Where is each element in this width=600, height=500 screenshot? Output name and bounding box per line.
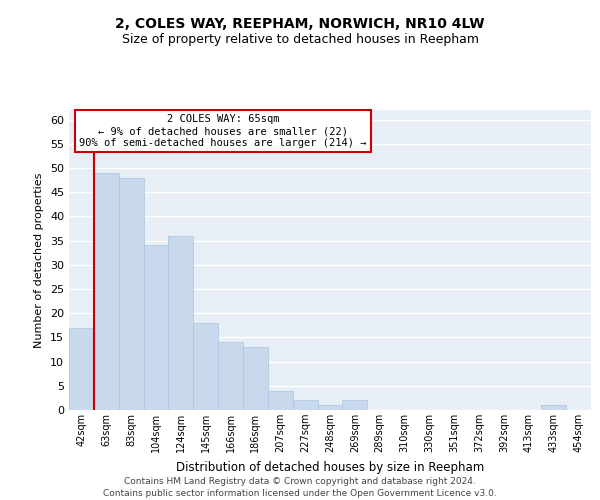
Bar [119,178,143,410]
Bar [94,173,119,410]
Bar [69,328,94,410]
Text: 2 COLES WAY: 65sqm
← 9% of detached houses are smaller (22)
90% of semi-detached: 2 COLES WAY: 65sqm ← 9% of detached hous… [79,114,367,148]
Bar [541,405,566,410]
Bar [317,405,343,410]
Bar [143,246,169,410]
Text: Size of property relative to detached houses in Reepham: Size of property relative to detached ho… [121,32,479,46]
Bar [193,323,218,410]
Bar [243,347,268,410]
Bar [218,342,243,410]
Bar [268,390,293,410]
Bar [169,236,193,410]
Text: 2, COLES WAY, REEPHAM, NORWICH, NR10 4LW: 2, COLES WAY, REEPHAM, NORWICH, NR10 4LW [115,18,485,32]
Text: Contains HM Land Registry data © Crown copyright and database right 2024.: Contains HM Land Registry data © Crown c… [124,478,476,486]
Bar [293,400,317,410]
X-axis label: Distribution of detached houses by size in Reepham: Distribution of detached houses by size … [176,460,484,473]
Y-axis label: Number of detached properties: Number of detached properties [34,172,44,348]
Text: Contains public sector information licensed under the Open Government Licence v3: Contains public sector information licen… [103,489,497,498]
Bar [343,400,367,410]
